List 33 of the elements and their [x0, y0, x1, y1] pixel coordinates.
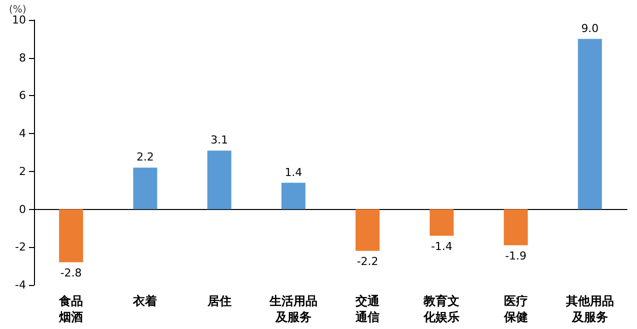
- bar: [133, 168, 158, 210]
- data-label: -2.8: [60, 266, 82, 280]
- bar: [504, 209, 528, 246]
- y-tick-label: 8: [19, 51, 26, 64]
- y-tick-label: -2: [15, 240, 26, 254]
- y-tick-label: 4: [19, 127, 26, 140]
- bar: [59, 209, 84, 262]
- y-tick-label: 6: [19, 89, 26, 102]
- data-label: 3.1: [210, 134, 228, 147]
- y-tick-label: -4: [15, 278, 26, 292]
- data-label: -1.9: [505, 249, 527, 262]
- bar: [578, 38, 602, 210]
- data-label: 1.4: [284, 166, 302, 179]
- x-tick-label: 其他用品及服务: [564, 294, 614, 324]
- y-tick-label: 0: [19, 202, 26, 216]
- y-tick-label: 10: [12, 14, 26, 26]
- data-label: -2.2: [356, 254, 378, 268]
- data-label: 2.2: [136, 150, 154, 164]
- x-tick-label: 居住: [206, 294, 232, 308]
- x-tick-label: 生活用品及服务: [268, 294, 318, 324]
- y-tick-label: 2: [19, 164, 26, 178]
- bar: [430, 209, 454, 236]
- data-label: 9.0: [581, 22, 599, 35]
- x-tick-label: 食品烟酒: [58, 294, 84, 324]
- y-axis-title: (%): [9, 4, 26, 16]
- x-tick-label: 衣着: [132, 294, 158, 308]
- bar: [281, 182, 306, 210]
- bar: [207, 150, 232, 210]
- x-tick-label: 医疗保健: [502, 294, 528, 324]
- bar: [356, 209, 380, 251]
- x-tick-label: 交通通信: [354, 294, 381, 324]
- x-tick-label: 教育文化娱乐: [422, 294, 460, 324]
- data-label: -1.4: [430, 240, 452, 253]
